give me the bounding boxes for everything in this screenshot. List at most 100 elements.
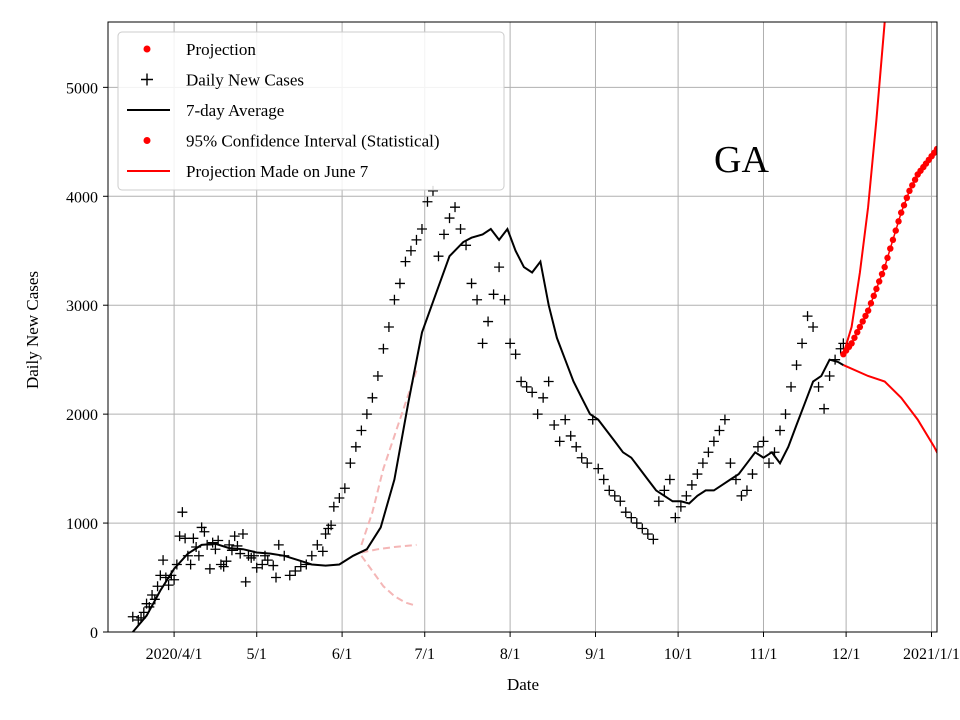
x-tick-label: 2020/4/1	[146, 646, 203, 663]
daily-case-point	[226, 545, 237, 556]
daily-case-point	[532, 409, 543, 420]
daily-case-point	[494, 262, 505, 273]
legend-entry: Projection Made on June 7	[127, 162, 369, 181]
daily-case-point	[587, 414, 598, 425]
series-layer	[127, 22, 960, 632]
daily-case-point	[394, 278, 405, 289]
daily-case-point	[439, 229, 450, 240]
daily-case-point	[472, 294, 483, 305]
daily-case-point	[609, 490, 620, 501]
daily-case-point	[356, 425, 367, 436]
daily-case-point	[213, 535, 224, 546]
daily-case-point	[169, 574, 180, 585]
daily-case-point	[725, 458, 736, 469]
projection-point	[936, 143, 937, 147]
y-tick-label: 0	[90, 625, 98, 642]
daily-case-point	[246, 552, 257, 563]
daily-case-point	[320, 528, 331, 539]
daily-case-point	[775, 425, 786, 436]
daily-case-point	[405, 245, 416, 256]
projection-markers	[840, 119, 960, 358]
projection-point	[856, 323, 864, 331]
daily-case-point	[598, 474, 609, 485]
daily-case-point	[488, 289, 499, 300]
x-tick-label: 5/1	[246, 646, 266, 663]
legend-entry: 7-day Average	[127, 101, 284, 120]
projection-point	[933, 145, 937, 153]
daily-case-point	[648, 534, 659, 545]
daily-case-point	[229, 531, 240, 542]
daily-case-point	[383, 322, 394, 332]
legend-label: Daily New Cases	[186, 71, 304, 90]
early-projection-band-lower	[360, 555, 417, 607]
projection-made-on-june-7-lower	[842, 364, 937, 455]
daily-case-point	[736, 490, 747, 501]
daily-case-point	[372, 371, 383, 382]
axis-ticks: 2020/4/1 5/1 6/1 7/1 8/1 9/1 10/1 11/1 12/1 2021/…	[66, 80, 960, 663]
daily-case-point	[543, 376, 554, 387]
daily-case-point	[786, 381, 797, 392]
early-projection-band-upper	[360, 370, 418, 546]
projection-point	[884, 254, 891, 262]
daily-case-point	[510, 349, 521, 360]
daily-case-point	[653, 496, 664, 507]
daily-case-point	[196, 522, 207, 533]
projection-point	[887, 245, 894, 252]
projection-point	[895, 218, 902, 225]
daily-case-point	[136, 612, 147, 623]
daily-case-point	[659, 485, 670, 496]
daily-case-point	[232, 540, 243, 551]
daily-case-point	[708, 436, 719, 447]
projection-point	[873, 285, 880, 293]
daily-case-point	[620, 507, 631, 518]
legend-entry: Projection	[143, 40, 256, 59]
daily-case-point	[218, 561, 229, 572]
projection-point	[948, 126, 954, 132]
legend: Projection Daily New Cases 7-day Average 95…	[117, 31, 505, 191]
projection-point	[945, 130, 951, 136]
legend-entry: 95% Confidence Interval (Statistical)	[143, 132, 440, 151]
daily-case-point	[802, 311, 813, 322]
daily-case-point	[565, 430, 576, 441]
daily-case-point	[808, 322, 819, 332]
daily-case-point	[240, 576, 251, 587]
y-tick-label: 2000	[66, 407, 98, 424]
x-tick-label: 10/1	[664, 646, 692, 663]
legend-label: 95% Confidence Interval (Statistical)	[186, 132, 440, 151]
daily-case-point	[221, 556, 232, 567]
daily-case-point	[830, 354, 841, 365]
daily-case-point	[466, 278, 477, 289]
daily-case-point	[328, 501, 339, 512]
daily-case-point	[177, 507, 188, 518]
state-label: GA	[714, 139, 769, 181]
daily-case-point	[752, 441, 763, 452]
daily-case-point	[163, 580, 174, 591]
daily-case-point	[450, 202, 461, 213]
daily-case-point	[697, 458, 708, 469]
daily-case-point	[549, 420, 560, 431]
daily-case-point	[422, 196, 433, 207]
daily-case-point	[144, 601, 155, 612]
daily-case-point	[199, 526, 210, 537]
daily-case-point	[604, 485, 615, 496]
daily-case-point	[400, 256, 411, 267]
daily-case-point	[326, 520, 337, 531]
daily-case-point	[171, 559, 182, 570]
daily-case-point	[433, 251, 444, 262]
projection-point	[851, 334, 858, 341]
early-projection-band-middle	[361, 543, 417, 554]
daily-case-point	[290, 566, 301, 576]
daily-case-point	[763, 458, 774, 469]
daily-case-point	[730, 474, 741, 485]
daily-case-point	[675, 501, 686, 512]
projection-point	[956, 119, 960, 125]
plot-border	[107, 21, 938, 633]
daily-case-point	[279, 550, 290, 561]
daily-case-point	[670, 512, 681, 523]
daily-case-point	[719, 414, 730, 425]
daily-case-point	[193, 550, 204, 561]
daily-case-point	[527, 387, 538, 398]
legend-entry: Daily New Cases	[141, 71, 304, 90]
daily-case-point	[301, 559, 312, 570]
